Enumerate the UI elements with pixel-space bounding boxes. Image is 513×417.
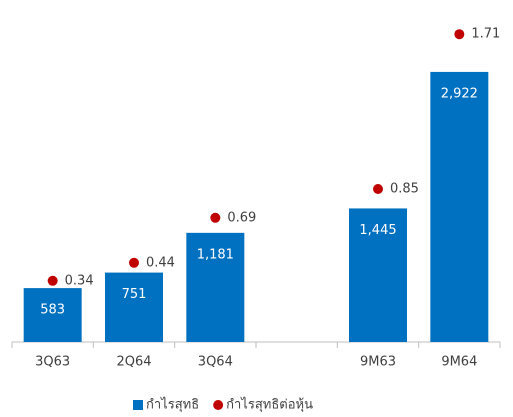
x-tick-label: 3Q63 — [35, 355, 70, 370]
data-label: 1.71 — [471, 27, 500, 42]
x-tick-label: 3Q64 — [198, 355, 233, 370]
bar — [186, 232, 245, 342]
data-label: 0.34 — [65, 273, 94, 288]
x-tick-label: 9M64 — [441, 355, 477, 370]
data-label: 1,445 — [359, 223, 396, 238]
bar — [349, 208, 407, 342]
data-label: 0.69 — [227, 210, 256, 225]
eps-dot — [129, 257, 139, 268]
data-label: 1,181 — [197, 247, 234, 262]
data-label: 0.85 — [390, 182, 419, 197]
bar — [430, 71, 489, 343]
x-tick-label: 2Q64 — [116, 355, 151, 370]
bar — [23, 288, 82, 342]
bar — [105, 272, 163, 342]
eps-dot — [210, 212, 221, 223]
eps-dot — [373, 184, 383, 194]
legend-label: กำไรสุทธิต่อหุ้น — [226, 397, 313, 413]
legend-swatch — [213, 400, 224, 410]
eps-dot — [47, 275, 58, 286]
data-label: 583 — [40, 303, 65, 318]
data-label: 751 — [122, 287, 147, 302]
legend-label: กำไรสุทธิ — [146, 397, 199, 413]
legend-swatch — [133, 400, 143, 410]
data-label: 0.44 — [146, 255, 175, 270]
x-tick-label: 9M63 — [360, 355, 396, 370]
data-label: 2,922 — [441, 86, 478, 101]
eps-dot — [454, 29, 465, 40]
